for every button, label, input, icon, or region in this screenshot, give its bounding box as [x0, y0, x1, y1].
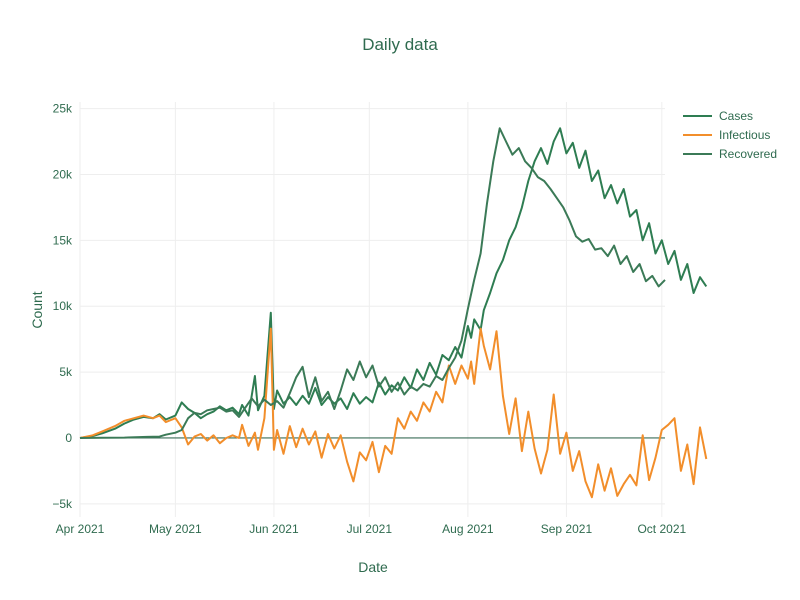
- x-axis-title: Date: [358, 559, 388, 575]
- legend-label-cases: Cases: [719, 109, 753, 123]
- y-axis-title: Count: [29, 291, 45, 328]
- grid-lines: [79, 102, 665, 517]
- series-line-infectious: [79, 327, 708, 499]
- x-tick-label: Apr 2021: [56, 522, 105, 536]
- series-line-cases: [79, 127, 708, 439]
- x-tick-label: Jul 2021: [347, 522, 393, 536]
- y-tick-label: 25k: [53, 102, 73, 116]
- x-tick-label: Sep 2021: [541, 522, 593, 536]
- legend: Cases Infectious Recovered: [683, 109, 777, 161]
- x-tick-label: Jun 2021: [249, 522, 299, 536]
- legend-label-recovered: Recovered: [719, 147, 777, 161]
- x-tick-label: Aug 2021: [442, 522, 494, 536]
- y-tick-label: 20k: [53, 167, 73, 181]
- y-tick-labels: −5k 0 5k 10k 15k 20k 25k: [52, 102, 73, 511]
- y-tick-label: 5k: [59, 365, 73, 379]
- series-lines: [79, 127, 708, 499]
- x-tick-label: Oct 2021: [637, 522, 686, 536]
- chart-title: Daily data: [362, 35, 438, 54]
- y-tick-label: −5k: [52, 497, 73, 511]
- x-tick-label: May 2021: [149, 522, 202, 536]
- y-tick-label: 0: [65, 431, 72, 445]
- x-tick-labels: Apr 2021 May 2021 Jun 2021 Jul 2021 Aug 2021…: [56, 522, 687, 536]
- series-line-recovered: [79, 127, 666, 439]
- y-tick-label: 15k: [53, 233, 73, 247]
- y-tick-label: 10k: [53, 299, 73, 313]
- legend-label-infectious: Infectious: [719, 128, 770, 142]
